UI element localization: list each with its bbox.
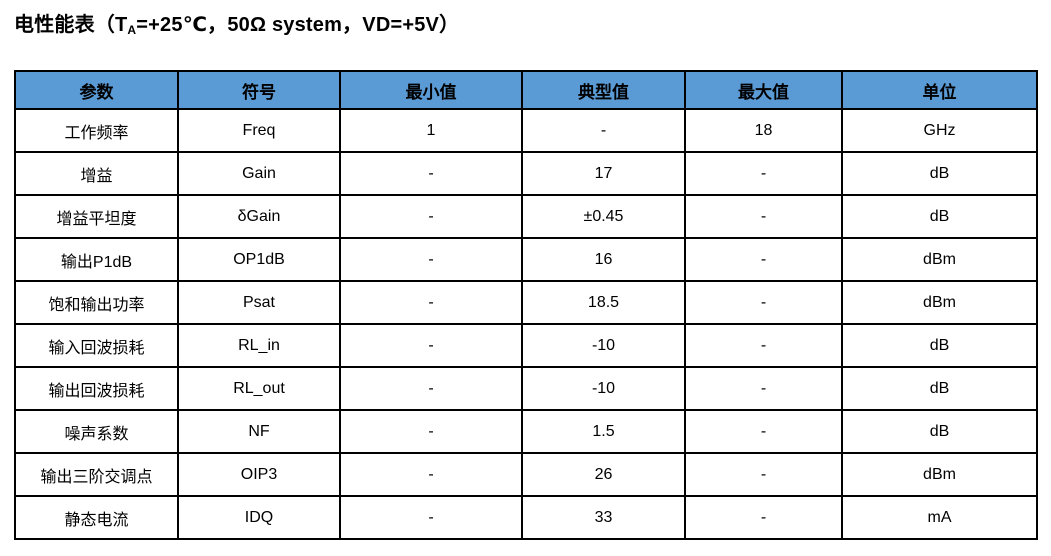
symbol-cell: Freq (177, 108, 341, 153)
page-title-prefix: 电性能表（T (14, 14, 128, 36)
typical-cell: 16 (521, 237, 686, 282)
param-cell: 饱和输出功率 (14, 280, 179, 325)
symbol-cell: δGain (177, 194, 341, 239)
param-cell: 输出回波损耗 (14, 366, 179, 411)
table-row: 噪声系数 NF -1.5- dB (14, 409, 1038, 454)
table-row: 饱和输出功率 Psat -18.5- dBm (14, 280, 1038, 325)
page-title-subscript: A (127, 23, 137, 37)
symbol-cell: Psat (177, 280, 341, 325)
min-cell: - (339, 280, 523, 325)
max-cell: - (684, 495, 843, 540)
unit-cell: dB (841, 366, 1038, 411)
table-row: 输入回波损耗 RL_in - -10- dB (14, 323, 1038, 368)
typical-cell: -10 (521, 323, 686, 368)
table-row: 工作频率 Freq 1-18 GHz (14, 108, 1038, 153)
max-cell: - (684, 323, 843, 368)
min-cell: - (339, 151, 523, 196)
typical-cell: 26 (521, 452, 686, 497)
max-cell: - (684, 409, 843, 454)
unit-cell: GHz (841, 108, 1038, 153)
header-symbol: 符号 (177, 70, 341, 110)
param-cell: 噪声系数 (14, 409, 179, 454)
unit-cell: dB (841, 323, 1038, 368)
max-cell: - (684, 194, 843, 239)
max-cell: - (684, 151, 843, 196)
spec-table: 参数 符号 最小值 典型值 最大值 单位 工作频率 Freq 1-18 GHz 增益 Ga… (14, 70, 1038, 540)
symbol-cell: OIP3 (177, 452, 341, 497)
param-cell: 输出三阶交调点 (14, 452, 179, 497)
typical-cell: ±0.45 (521, 194, 686, 239)
symbol-cell: Gain (177, 151, 341, 196)
min-cell: - (339, 409, 523, 454)
symbol-cell: IDQ (177, 495, 341, 540)
max-cell: 18 (684, 108, 843, 153)
max-cell: - (684, 452, 843, 497)
min-cell: - (339, 495, 523, 540)
table-row: 静态电流 IDQ -33- mA (14, 495, 1038, 540)
symbol-cell: RL_in (177, 323, 341, 368)
table-row: 输出回波损耗 RL_out - -10- dB (14, 366, 1038, 411)
min-cell: - (339, 323, 523, 368)
spec-table-body: 工作频率 Freq 1-18 GHz 增益 Gain -17- dB 增益平坦度 δGain - ±0… (14, 108, 1038, 540)
param-cell: 增益 (14, 151, 179, 196)
symbol-cell: RL_out (177, 366, 341, 411)
max-cell: - (684, 366, 843, 411)
table-row: 输出三阶交调点 OIP3-26- dBm (14, 452, 1038, 497)
unit-cell: dBm (841, 237, 1038, 282)
typical-cell: 17 (521, 151, 686, 196)
page-title: 电性能表（TA=+25℃，50Ω system，VD=+5V） (14, 8, 459, 37)
min-cell: - (339, 366, 523, 411)
unit-cell: mA (841, 495, 1038, 540)
param-cell: 增益平坦度 (14, 194, 179, 239)
unit-cell: dB (841, 151, 1038, 196)
typical-cell: -10 (521, 366, 686, 411)
unit-cell: dBm (841, 280, 1038, 325)
max-cell: - (684, 237, 843, 282)
symbol-cell: NF (177, 409, 341, 454)
header-unit: 单位 (841, 70, 1038, 110)
table-row: 输出P1dB OP1dB -16- dBm (14, 237, 1038, 282)
table-row: 增益平坦度 δGain - ±0.45- dB (14, 194, 1038, 239)
param-cell: 输入回波损耗 (14, 323, 179, 368)
unit-cell: dBm (841, 452, 1038, 497)
max-cell: - (684, 280, 843, 325)
min-cell: - (339, 237, 523, 282)
min-cell: - (339, 194, 523, 239)
min-cell: 1 (339, 108, 523, 153)
header-param: 参数 (14, 70, 179, 110)
typical-cell: 1.5 (521, 409, 686, 454)
page-title-suffix: =+25℃，50Ω system，VD=+5V） (136, 14, 460, 36)
typical-cell: 18.5 (521, 280, 686, 325)
header-typical: 典型值 (521, 70, 686, 110)
param-cell: 工作频率 (14, 108, 179, 153)
header-row: 参数 符号 最小值 典型值 最大值 单位 (14, 70, 1038, 110)
unit-cell: dB (841, 409, 1038, 454)
table-row: 增益 Gain -17- dB (14, 151, 1038, 196)
param-cell: 静态电流 (14, 495, 179, 540)
typical-cell: - (521, 108, 686, 153)
typical-cell: 33 (521, 495, 686, 540)
header-min: 最小值 (339, 70, 523, 110)
param-cell: 输出P1dB (14, 237, 179, 282)
header-max: 最大值 (684, 70, 843, 110)
min-cell: - (339, 452, 523, 497)
symbol-cell: OP1dB (177, 237, 341, 282)
spec-table-header: 参数 符号 最小值 典型值 最大值 单位 (14, 70, 1038, 110)
unit-cell: dB (841, 194, 1038, 239)
